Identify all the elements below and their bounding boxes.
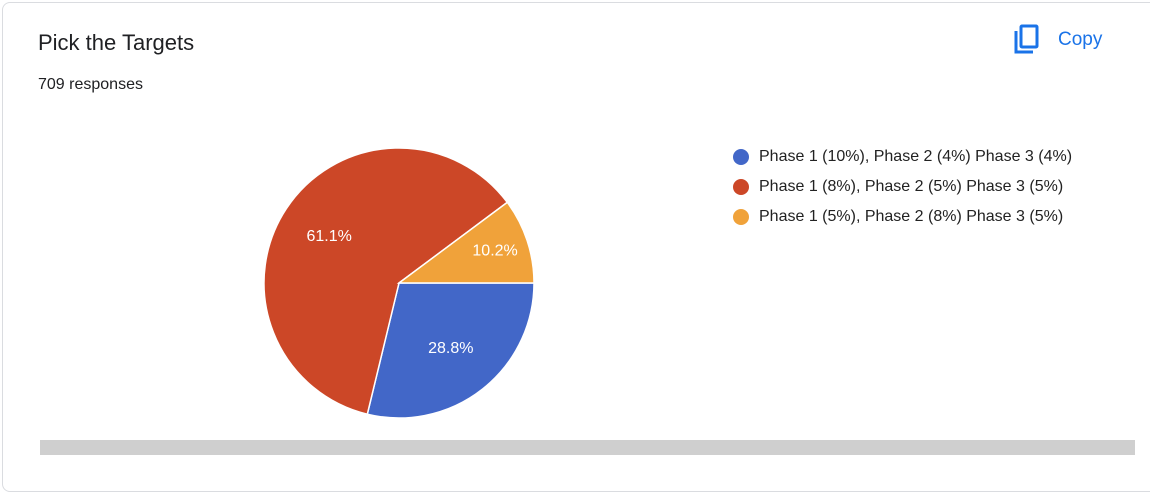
slice-label: 28.8% — [428, 340, 473, 357]
pie-slice — [263, 147, 509, 416]
pie-chart: 28.8% 61.1% 10.2% — [263, 147, 535, 419]
slice-label: 61.1% — [306, 228, 351, 245]
legend-swatch — [733, 149, 749, 165]
legend-label: Phase 1 (10%), Phase 2 (4%) Phase 3 (4%) — [759, 148, 1073, 165]
copy-label: Copy — [1058, 29, 1103, 50]
pie-slice — [366, 282, 535, 419]
slice-label: 10.2% — [472, 242, 517, 259]
legend-item: Phase 1 (10%), Phase 2 (4%) Phase 3 (4%) — [733, 146, 1073, 168]
legend-swatch — [733, 179, 749, 195]
legend-item: Phase 1 (5%), Phase 2 (8%) Phase 3 (5%) — [733, 206, 1073, 228]
legend-item: Phase 1 (8%), Phase 2 (5%) Phase 3 (5%) — [733, 176, 1073, 198]
response-count: 709 responses — [38, 76, 143, 93]
scrollbar — [40, 440, 1135, 455]
title: Pick the Targets — [38, 30, 195, 55]
legend-label: Phase 1 (5%), Phase 2 (8%) Phase 3 (5%) — [759, 208, 1064, 225]
copy-button[interactable]: Copy — [1012, 24, 1102, 56]
legend-label: Phase 1 (8%), Phase 2 (5%) Phase 3 (5%) — [759, 178, 1064, 195]
legend-swatch — [733, 209, 749, 225]
copy-icon — [1014, 24, 1039, 54]
pie-slice — [396, 201, 535, 284]
legend: Phase 1 (10%), Phase 2 (4%) Phase 3 (4%)… — [733, 146, 1073, 236]
